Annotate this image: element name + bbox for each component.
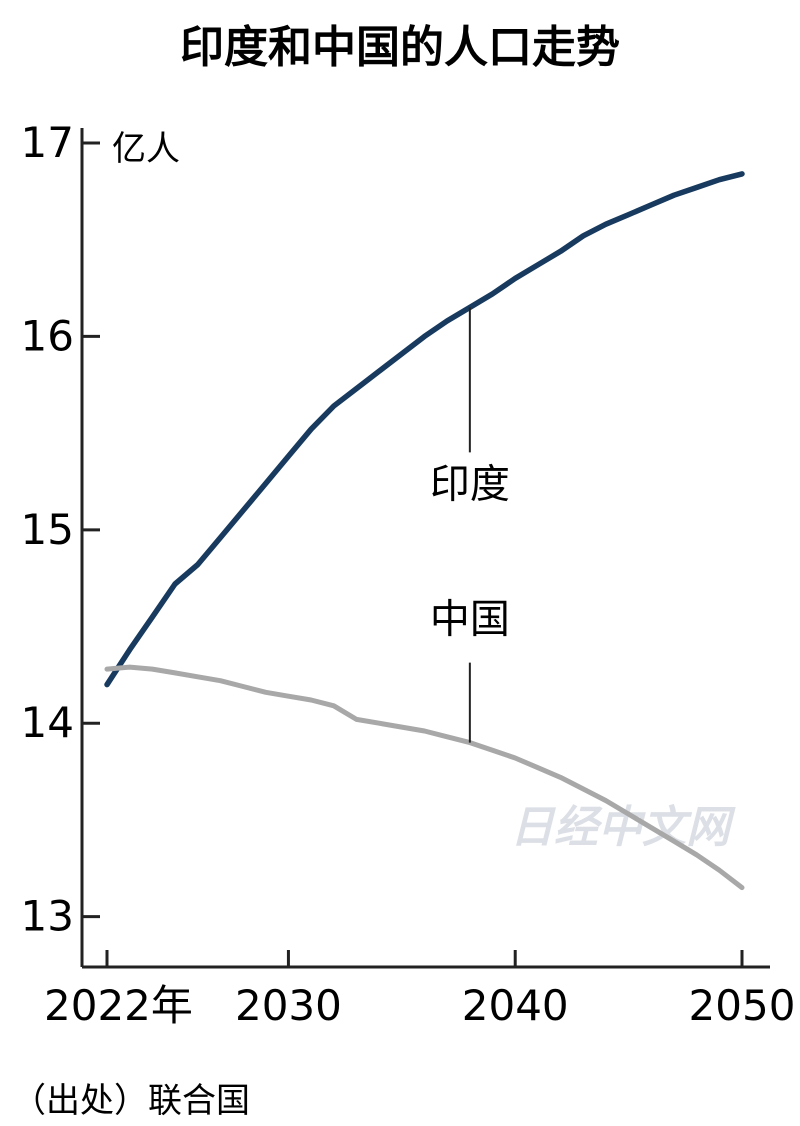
y-tick-label-14: 14 [21, 698, 74, 747]
series-label-0: 印度 [430, 461, 510, 507]
series-line-0 [104, 171, 745, 688]
y-ticks: 13 14 15 16 17 [21, 118, 100, 941]
x-tick-label-2050: 2050 [689, 981, 796, 1030]
y-axis-unit-label: 亿人 [112, 129, 180, 169]
series-layer [104, 171, 745, 891]
y-tick-label-13: 13 [21, 892, 74, 941]
y-axis: 13 14 15 16 17 [21, 118, 100, 967]
x-axis: 2022年 2030 2040 2050 [44, 950, 795, 1030]
series-line-1 [104, 664, 745, 891]
series-label-1: 中国 [430, 597, 510, 643]
y-tick-label-16: 16 [21, 311, 74, 360]
y-tick-label-15: 15 [21, 505, 74, 554]
x-tick-label-2030: 2030 [235, 981, 342, 1030]
x-tick-label-2040: 2040 [462, 981, 569, 1030]
x-ticks: 2022年 2030 2040 2050 [44, 950, 795, 1030]
source-note: （出处）联合国 [12, 1081, 250, 1121]
x-tick-label-2022: 2022年 [44, 981, 193, 1030]
chart-title: 印度和中国的人口走势 [180, 22, 620, 73]
y-tick-label-17: 17 [21, 118, 74, 167]
